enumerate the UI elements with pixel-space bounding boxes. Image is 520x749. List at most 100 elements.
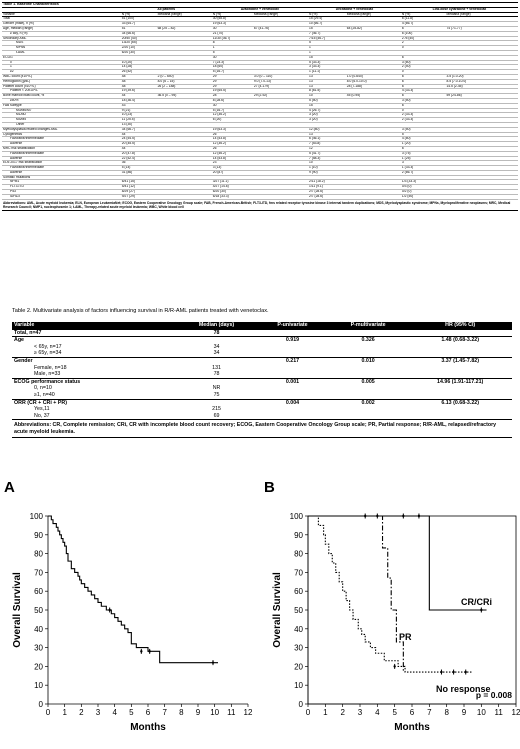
table-cell: 0.326 xyxy=(327,336,409,344)
table-cell: 48 xyxy=(120,74,157,80)
table-row: Secondary AML 20/50 (40) 11/30 (36.7) 7/15 … xyxy=(2,36,518,42)
table-cell xyxy=(257,371,328,378)
table-cell xyxy=(156,141,212,147)
table-cell: 5 (14) xyxy=(120,165,157,171)
table-cell xyxy=(156,112,212,119)
table-cell: 7/15 (46.7) xyxy=(308,36,346,42)
table-cell xyxy=(328,350,408,357)
table-cell xyxy=(345,31,401,37)
table-cell xyxy=(156,179,212,186)
table-cell: 19 (65.5) xyxy=(211,88,253,95)
table-cell xyxy=(156,117,212,123)
table-cell xyxy=(408,406,512,413)
table-cell xyxy=(252,179,308,186)
table-row: Gender (male), n (%) 33 (64.7) 19 (63.3) 10… xyxy=(2,21,518,27)
table-cell xyxy=(156,184,212,191)
table-cell: 20 (45.5) xyxy=(120,141,157,147)
table-cell: 20/50 (40) xyxy=(120,36,157,42)
row-label: Yes,11 xyxy=(34,406,50,413)
panel-label: B xyxy=(264,479,275,496)
table-cell xyxy=(252,127,308,133)
table-cell: 8.0 (6.0-10.0) xyxy=(345,79,401,85)
x-tick-label: 8 xyxy=(179,708,184,717)
table-cell xyxy=(345,184,401,191)
x-tick-label: 11 xyxy=(495,708,504,717)
table-cell xyxy=(345,122,401,128)
table-cell: 5 xyxy=(400,132,446,138)
y-tick-label: 70 xyxy=(34,568,43,577)
table-cell: 1 (11.1) xyxy=(308,69,346,75)
censor-dot xyxy=(440,670,443,674)
table-cell: 28 (7-188) xyxy=(345,84,401,90)
table-cell: 26 xyxy=(211,132,253,138)
row-label: Cytogenetics xyxy=(2,132,121,138)
table-row: ≥ 65y, n=34 34 xyxy=(12,350,512,357)
y-tick-label: 10 xyxy=(294,681,303,690)
row-label: MRC risk stratification xyxy=(2,146,121,152)
table-cell: 3.5 (1.0-20) xyxy=(445,74,518,80)
y-tick-label: 10 xyxy=(34,681,43,690)
group-header: All patients xyxy=(120,7,212,13)
table-cell: 78 xyxy=(176,328,258,337)
table-cell: 51 xyxy=(120,26,157,32)
row-label: ELN 2017 risk stratification xyxy=(2,160,121,167)
table-cell xyxy=(257,385,328,392)
table-row: Adverse 22 (52.4) 14 (53.8) 7 (58.3) 1 (25) xyxy=(2,156,518,162)
table2-abbreviations: Abbreviations: CR, Complete remission; C… xyxy=(12,419,512,439)
survival-curve xyxy=(48,515,218,664)
table-cell: 3/27 (11.1) xyxy=(211,179,253,186)
table2-caption: Table 2. Multivariate analysis of factor… xyxy=(12,308,269,314)
table-cell xyxy=(445,108,518,114)
table-row: 0, n=10 NR xyxy=(12,385,512,392)
table-cell xyxy=(345,60,401,66)
table-cell xyxy=(445,136,518,143)
table-cell: 15 xyxy=(308,103,346,109)
table-cell: 3 (13) xyxy=(211,165,253,171)
row-label: ORR (CR + CRi + PR) xyxy=(12,398,176,407)
table-cell xyxy=(345,151,401,157)
table-row: FLT3-ITD 5/41 (12) 4/27 (14.8) 1/11 (9.1) 0/… xyxy=(2,184,518,191)
y-tick-label: 100 xyxy=(290,512,304,521)
row-label: P53 xyxy=(2,189,121,195)
x-tick-label: 4 xyxy=(375,708,380,717)
table2-body: Total, n=47 78 Age 0.919 0.326 1.48 (0.68-3.2… xyxy=(12,328,512,420)
y-tick-label: 90 xyxy=(34,531,43,540)
table-cell xyxy=(445,64,518,71)
x-tick-label: 9 xyxy=(462,708,467,717)
column-header: Median (days) xyxy=(176,322,258,330)
table-cell xyxy=(176,398,258,407)
subheader: Mediana (range) xyxy=(445,12,518,18)
table-cell xyxy=(252,88,308,95)
table-cell xyxy=(345,132,401,138)
series-label: PR xyxy=(399,632,412,642)
table-cell: 13/20 (65) xyxy=(120,40,157,47)
row-label: Adverse xyxy=(2,141,121,147)
table-cell xyxy=(408,392,512,399)
table-cell xyxy=(252,146,308,152)
table-cell: 27 (4-179) xyxy=(252,84,308,90)
table-cell: 21 (70) xyxy=(211,31,253,37)
table-cell xyxy=(328,385,408,392)
y-tick-label: 50 xyxy=(34,606,43,615)
table-cell: 14.5 (2-45) xyxy=(445,84,518,90)
table-cell xyxy=(156,136,212,143)
table-cell xyxy=(345,103,401,109)
row-label: Total xyxy=(2,16,121,23)
y-tick-label: 40 xyxy=(294,625,303,634)
table-cell: 6 (46.1) xyxy=(308,136,346,143)
table-cell xyxy=(408,385,512,392)
table-cell: 6 xyxy=(400,84,446,90)
table-cell: 10 xyxy=(308,160,346,167)
subheader: Mediana (range) xyxy=(156,12,212,18)
table-row: Gender 0.217 0.010 3.37 (1.45-7.82) xyxy=(12,356,512,365)
x-tick-label: 10 xyxy=(210,708,219,717)
table-cell: 0.010 xyxy=(327,356,409,365)
table-cell: 5 xyxy=(211,50,253,56)
table-row: Total, n=47 78 xyxy=(12,328,512,337)
table-cell xyxy=(345,21,401,27)
table-cell: 2 xyxy=(400,40,446,47)
table-row: < 65y, n=17 34 xyxy=(12,344,512,351)
table-cell xyxy=(345,170,401,176)
table-cell xyxy=(345,112,401,119)
table-cell: 6/41 (15) xyxy=(120,179,157,186)
